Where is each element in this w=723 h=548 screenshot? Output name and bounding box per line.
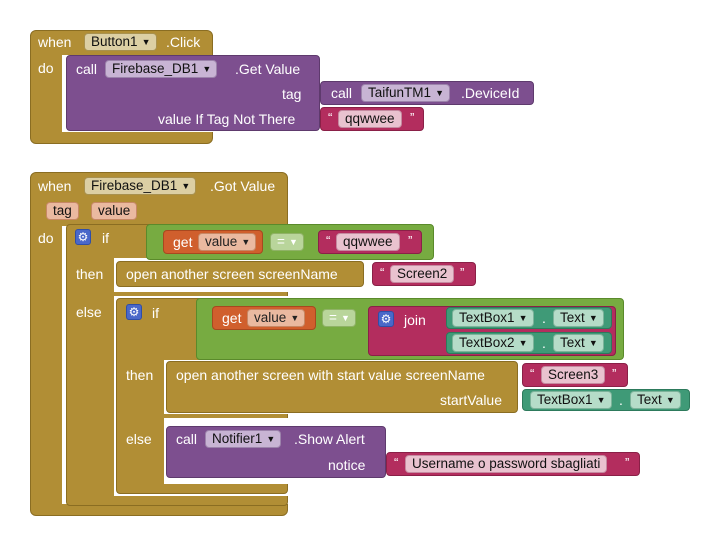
get-var-dropdown-1[interactable]: value ▼ bbox=[198, 233, 257, 251]
close-quote-icon: ” bbox=[408, 233, 413, 248]
chevron-down-icon: ▼ bbox=[241, 237, 251, 247]
start-value-label: startValue bbox=[440, 392, 502, 408]
get-var-name-2: value bbox=[254, 310, 287, 325]
chevron-down-icon: ▼ bbox=[202, 64, 212, 74]
getvalue-method-name: .Get Value bbox=[235, 61, 301, 77]
notice-label: notice bbox=[328, 457, 366, 473]
deviceid-call-label: call bbox=[331, 85, 353, 101]
tb1-component-name: TextBox1 bbox=[459, 310, 515, 325]
event2-when-label: when bbox=[38, 178, 72, 194]
inner-then-label: then bbox=[126, 367, 154, 383]
open-quote-icon: “ bbox=[530, 366, 535, 381]
chevron-down-icon: ▼ bbox=[266, 434, 276, 444]
event1-component-name: Button1 bbox=[91, 34, 138, 49]
screen3-field[interactable]: Screen3 bbox=[541, 366, 606, 384]
tb1-prop-dropdown[interactable]: Text ▼ bbox=[553, 309, 604, 327]
event1-event-name: .Click bbox=[166, 34, 201, 50]
chevron-down-icon: ▼ bbox=[435, 88, 445, 98]
open-start-label: open another screen with start value scr… bbox=[176, 367, 485, 383]
event2-do-label: do bbox=[38, 230, 54, 246]
chevron-down-icon: ▼ bbox=[665, 395, 675, 405]
tb1-component-dropdown[interactable]: TextBox1 ▼ bbox=[452, 309, 534, 327]
event2-component-name: Firebase_DB1 bbox=[91, 178, 178, 193]
getvalue-call-label: call bbox=[76, 61, 98, 77]
event1-when-label: when bbox=[38, 34, 72, 50]
chevron-down-icon: ▼ bbox=[340, 313, 350, 323]
open-screen-start-block[interactable] bbox=[166, 361, 518, 413]
open-quote-icon: “ bbox=[394, 455, 399, 470]
tb1-prop-name: Text bbox=[560, 310, 585, 325]
gear-icon[interactable]: ⚙ bbox=[126, 304, 142, 320]
get-var-dropdown-2[interactable]: value ▼ bbox=[247, 309, 306, 327]
event1-do-label: do bbox=[38, 60, 54, 76]
equals-op-1: = bbox=[277, 234, 285, 249]
gear-icon[interactable]: ⚙ bbox=[75, 229, 91, 245]
equals-op-2: = bbox=[329, 310, 337, 325]
open-screen-block[interactable] bbox=[116, 261, 364, 287]
deviceid-prop-name: .DeviceId bbox=[461, 85, 520, 101]
equals-op-dropdown-2[interactable]: = ▼ bbox=[322, 309, 356, 327]
inner-else-label: else bbox=[126, 431, 152, 447]
chevron-down-icon: ▼ bbox=[141, 37, 151, 47]
chevron-down-icon: ▼ bbox=[518, 338, 528, 348]
getvalue-valueif-label: value If Tag Not There bbox=[158, 111, 296, 127]
outer-else-label: else bbox=[76, 304, 102, 320]
notifier-component-dropdown[interactable]: Notifier1 ▼ bbox=[205, 430, 282, 448]
get-label-2: get bbox=[222, 310, 242, 326]
deviceid-component-name: TaifunTM1 bbox=[368, 85, 432, 100]
outer-then-label: then bbox=[76, 266, 104, 282]
outer-if-label: if bbox=[102, 230, 109, 246]
tb2-component-name: TextBox2 bbox=[459, 335, 515, 350]
notifier-method-name: .Show Alert bbox=[294, 431, 365, 447]
tb2-prop-dropdown[interactable]: Text ▼ bbox=[553, 334, 604, 352]
get-var-name-1: value bbox=[205, 234, 238, 249]
tb1-sep: . bbox=[542, 310, 546, 326]
chevron-down-icon: ▼ bbox=[588, 338, 598, 348]
sv-prop-name: Text bbox=[637, 392, 662, 407]
string-value-field-1[interactable]: qqwwee bbox=[338, 110, 402, 128]
chevron-down-icon: ▼ bbox=[588, 313, 598, 323]
chevron-down-icon: ▼ bbox=[596, 395, 606, 405]
gear-icon[interactable]: ⚙ bbox=[378, 311, 394, 327]
sv-component-dropdown[interactable]: TextBox1 ▼ bbox=[530, 391, 612, 409]
open-quote-icon: “ bbox=[326, 233, 331, 248]
chevron-down-icon: ▼ bbox=[518, 313, 528, 323]
tb2-sep: . bbox=[542, 335, 546, 351]
event2-event-name: .Got Value bbox=[210, 178, 276, 194]
open-quote-icon: “ bbox=[380, 265, 385, 280]
getvalue-component-dropdown[interactable]: Firebase_DB1 ▼ bbox=[105, 60, 218, 78]
tb2-prop-name: Text bbox=[560, 335, 585, 350]
chevron-down-icon: ▼ bbox=[181, 181, 191, 191]
chevron-down-icon: ▼ bbox=[288, 237, 298, 247]
param-value[interactable]: value bbox=[91, 202, 138, 220]
chevron-down-icon: ▼ bbox=[290, 313, 300, 323]
event1-component-dropdown[interactable]: Button1 ▼ bbox=[84, 33, 157, 51]
string-value-field-2[interactable]: qqwwee bbox=[336, 233, 400, 251]
get-label-1: get bbox=[173, 234, 193, 250]
equals-op-dropdown-1[interactable]: = ▼ bbox=[270, 233, 304, 251]
sv-prop-dropdown[interactable]: Text ▼ bbox=[630, 391, 681, 409]
notifier-component-name: Notifier1 bbox=[212, 431, 263, 446]
open-quote-icon: “ bbox=[328, 110, 333, 125]
open-screen-label: open another screen screenName bbox=[126, 266, 338, 282]
alert-text-field[interactable]: Username o password sbagliati bbox=[405, 455, 608, 473]
inner-if-label: if bbox=[152, 305, 159, 321]
sv-sep: . bbox=[619, 392, 623, 408]
close-quote-icon: ” bbox=[460, 265, 465, 280]
tb2-component-dropdown[interactable]: TextBox2 ▼ bbox=[452, 334, 534, 352]
getvalue-component-name: Firebase_DB1 bbox=[112, 61, 199, 76]
sv-component-name: TextBox1 bbox=[537, 392, 593, 407]
deviceid-component-dropdown[interactable]: TaifunTM1 ▼ bbox=[361, 84, 451, 102]
screen2-field[interactable]: Screen2 bbox=[390, 265, 455, 283]
close-quote-icon: ” bbox=[612, 366, 617, 381]
close-quote-icon: ” bbox=[410, 110, 415, 125]
getvalue-tag-label: tag bbox=[282, 86, 302, 102]
join-label: join bbox=[404, 312, 426, 328]
close-quote-icon: ” bbox=[625, 455, 630, 470]
notifier-showalert-block[interactable] bbox=[166, 426, 386, 478]
param-tag[interactable]: tag bbox=[46, 202, 79, 220]
event2-component-dropdown[interactable]: Firebase_DB1 ▼ bbox=[84, 177, 197, 195]
notifier-call-label: call bbox=[176, 431, 198, 447]
